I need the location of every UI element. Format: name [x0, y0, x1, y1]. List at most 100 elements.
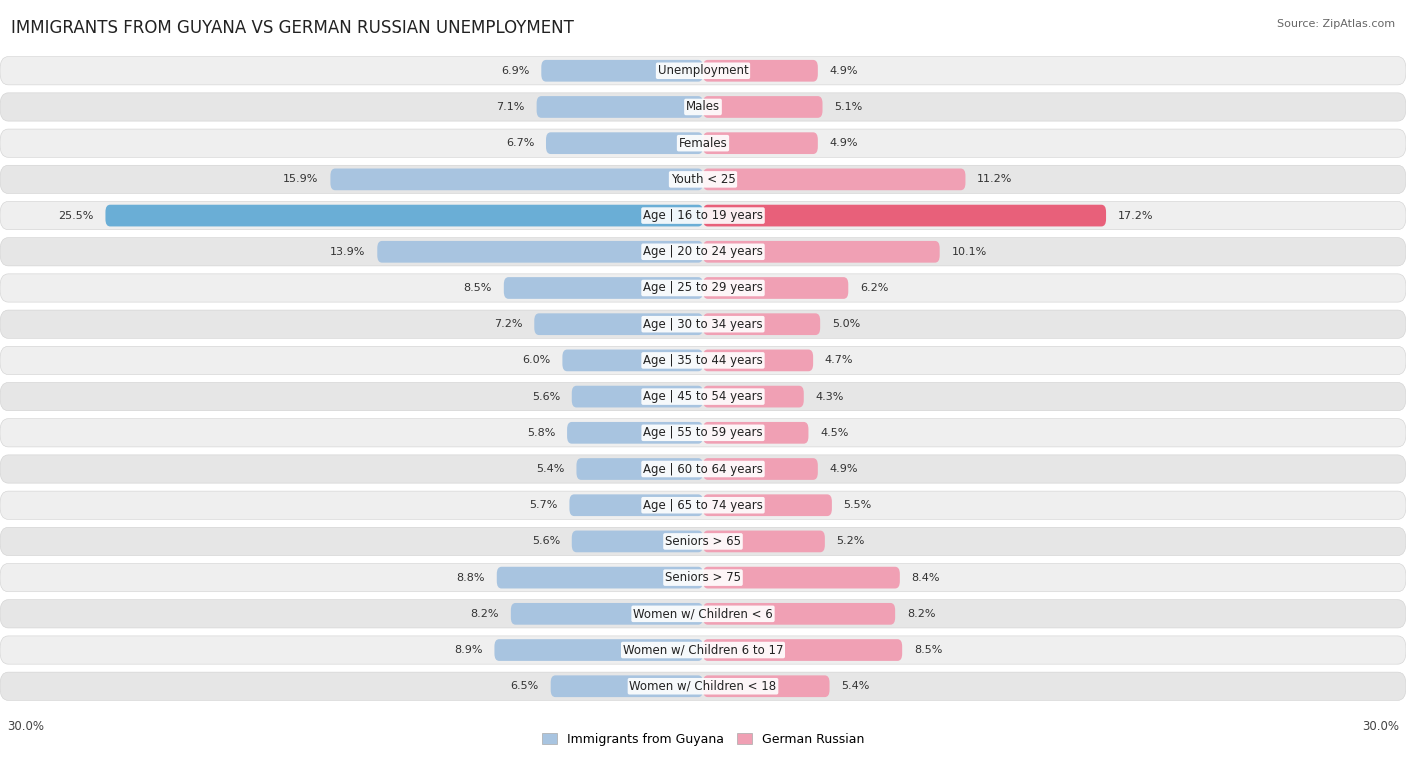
Text: 6.7%: 6.7%	[506, 139, 534, 148]
Text: 8.5%: 8.5%	[464, 283, 492, 293]
Text: 5.6%: 5.6%	[531, 537, 560, 547]
FancyBboxPatch shape	[541, 60, 703, 82]
FancyBboxPatch shape	[495, 639, 703, 661]
Text: Males: Males	[686, 101, 720, 114]
Text: 8.2%: 8.2%	[907, 609, 935, 618]
FancyBboxPatch shape	[703, 386, 804, 407]
FancyBboxPatch shape	[0, 310, 1406, 338]
FancyBboxPatch shape	[0, 528, 1406, 556]
Text: Women w/ Children < 6: Women w/ Children < 6	[633, 607, 773, 620]
Text: 5.7%: 5.7%	[529, 500, 558, 510]
Text: 5.2%: 5.2%	[837, 537, 865, 547]
FancyBboxPatch shape	[0, 491, 1406, 519]
Text: 13.9%: 13.9%	[330, 247, 366, 257]
Text: 4.9%: 4.9%	[830, 139, 858, 148]
FancyBboxPatch shape	[703, 350, 813, 371]
FancyBboxPatch shape	[503, 277, 703, 299]
FancyBboxPatch shape	[0, 274, 1406, 302]
Text: Age | 35 to 44 years: Age | 35 to 44 years	[643, 354, 763, 367]
Text: Unemployment: Unemployment	[658, 64, 748, 77]
FancyBboxPatch shape	[537, 96, 703, 118]
FancyBboxPatch shape	[703, 639, 903, 661]
FancyBboxPatch shape	[703, 422, 808, 444]
Text: 7.2%: 7.2%	[494, 319, 523, 329]
Text: 30.0%: 30.0%	[7, 720, 44, 734]
Text: Seniors > 75: Seniors > 75	[665, 571, 741, 584]
FancyBboxPatch shape	[703, 567, 900, 588]
FancyBboxPatch shape	[546, 132, 703, 154]
FancyBboxPatch shape	[703, 169, 966, 190]
Text: 6.9%: 6.9%	[501, 66, 530, 76]
Text: 11.2%: 11.2%	[977, 174, 1012, 185]
Text: Age | 55 to 59 years: Age | 55 to 59 years	[643, 426, 763, 439]
FancyBboxPatch shape	[572, 531, 703, 553]
Legend: Immigrants from Guyana, German Russian: Immigrants from Guyana, German Russian	[537, 727, 869, 751]
FancyBboxPatch shape	[0, 57, 1406, 85]
FancyBboxPatch shape	[567, 422, 703, 444]
FancyBboxPatch shape	[703, 458, 818, 480]
Text: Women w/ Children < 18: Women w/ Children < 18	[630, 680, 776, 693]
FancyBboxPatch shape	[703, 60, 818, 82]
FancyBboxPatch shape	[703, 313, 820, 335]
Text: Age | 60 to 64 years: Age | 60 to 64 years	[643, 463, 763, 475]
Text: 5.0%: 5.0%	[832, 319, 860, 329]
Text: 4.5%: 4.5%	[820, 428, 849, 438]
FancyBboxPatch shape	[0, 201, 1406, 229]
FancyBboxPatch shape	[105, 204, 703, 226]
Text: IMMIGRANTS FROM GUYANA VS GERMAN RUSSIAN UNEMPLOYMENT: IMMIGRANTS FROM GUYANA VS GERMAN RUSSIAN…	[11, 19, 574, 37]
Text: 5.4%: 5.4%	[536, 464, 565, 474]
Text: 17.2%: 17.2%	[1118, 210, 1153, 220]
Text: 7.1%: 7.1%	[496, 102, 524, 112]
FancyBboxPatch shape	[703, 531, 825, 553]
FancyBboxPatch shape	[0, 238, 1406, 266]
Text: 6.2%: 6.2%	[860, 283, 889, 293]
Text: Women w/ Children 6 to 17: Women w/ Children 6 to 17	[623, 643, 783, 656]
FancyBboxPatch shape	[0, 672, 1406, 700]
FancyBboxPatch shape	[0, 346, 1406, 375]
FancyBboxPatch shape	[0, 455, 1406, 483]
Text: 4.7%: 4.7%	[825, 355, 853, 366]
FancyBboxPatch shape	[703, 241, 939, 263]
FancyBboxPatch shape	[703, 675, 830, 697]
Text: Seniors > 65: Seniors > 65	[665, 535, 741, 548]
FancyBboxPatch shape	[562, 350, 703, 371]
FancyBboxPatch shape	[0, 129, 1406, 157]
Text: Source: ZipAtlas.com: Source: ZipAtlas.com	[1277, 19, 1395, 29]
Text: 5.1%: 5.1%	[834, 102, 862, 112]
FancyBboxPatch shape	[703, 132, 818, 154]
FancyBboxPatch shape	[0, 165, 1406, 194]
FancyBboxPatch shape	[572, 386, 703, 407]
FancyBboxPatch shape	[0, 563, 1406, 592]
Text: Youth < 25: Youth < 25	[671, 173, 735, 186]
FancyBboxPatch shape	[703, 277, 848, 299]
FancyBboxPatch shape	[496, 567, 703, 588]
Text: 8.9%: 8.9%	[454, 645, 482, 655]
FancyBboxPatch shape	[569, 494, 703, 516]
FancyBboxPatch shape	[330, 169, 703, 190]
FancyBboxPatch shape	[0, 419, 1406, 447]
FancyBboxPatch shape	[551, 675, 703, 697]
Text: Age | 65 to 74 years: Age | 65 to 74 years	[643, 499, 763, 512]
Text: 15.9%: 15.9%	[284, 174, 319, 185]
Text: Age | 30 to 34 years: Age | 30 to 34 years	[643, 318, 763, 331]
Text: 4.9%: 4.9%	[830, 464, 858, 474]
Text: 25.5%: 25.5%	[59, 210, 94, 220]
Text: Females: Females	[679, 137, 727, 150]
FancyBboxPatch shape	[0, 93, 1406, 121]
FancyBboxPatch shape	[534, 313, 703, 335]
Text: Age | 25 to 29 years: Age | 25 to 29 years	[643, 282, 763, 294]
FancyBboxPatch shape	[703, 204, 1107, 226]
FancyBboxPatch shape	[510, 603, 703, 625]
Text: 6.5%: 6.5%	[510, 681, 538, 691]
Text: 4.3%: 4.3%	[815, 391, 844, 402]
FancyBboxPatch shape	[703, 603, 896, 625]
FancyBboxPatch shape	[576, 458, 703, 480]
Text: 4.9%: 4.9%	[830, 66, 858, 76]
Text: 8.2%: 8.2%	[471, 609, 499, 618]
Text: 30.0%: 30.0%	[1362, 720, 1399, 734]
FancyBboxPatch shape	[0, 382, 1406, 411]
Text: 5.4%: 5.4%	[841, 681, 870, 691]
Text: 8.5%: 8.5%	[914, 645, 942, 655]
Text: 5.5%: 5.5%	[844, 500, 872, 510]
FancyBboxPatch shape	[0, 636, 1406, 664]
